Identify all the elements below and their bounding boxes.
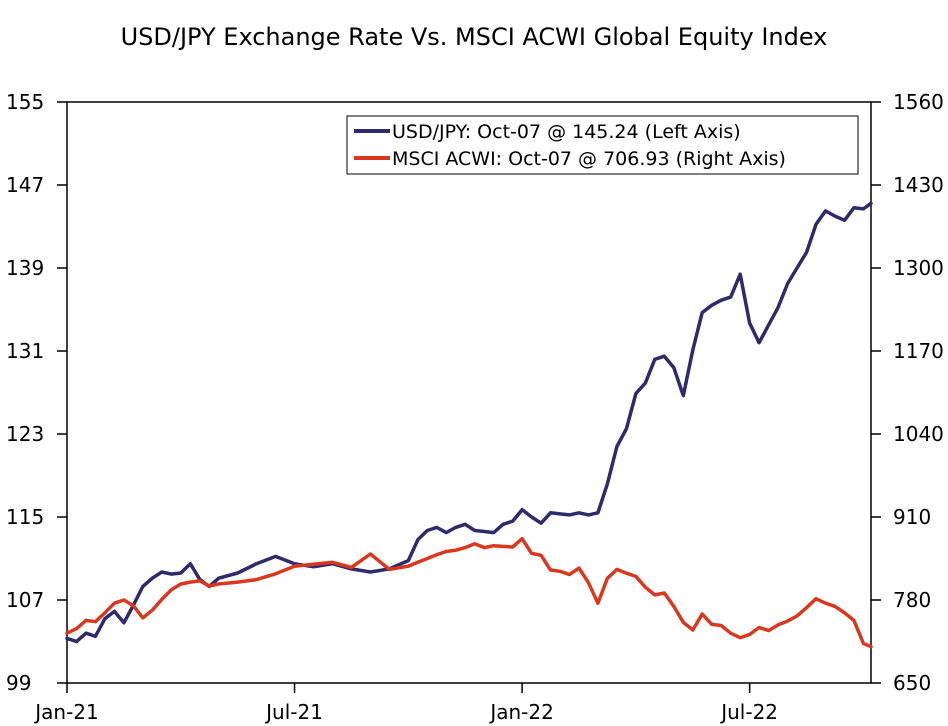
- right-axis-tick-label: 1300: [893, 256, 944, 280]
- right-axis-tick-label: 1170: [893, 339, 944, 363]
- right-axis-tick-label: 1430: [893, 173, 944, 197]
- legend-label-msci-acwi: MSCI ACWI: Oct-07 @ 706.93 (Right Axis): [392, 148, 786, 170]
- legend-label-usdjpy: USD/JPY: Oct-07 @ 145.24 (Left Axis): [392, 121, 741, 143]
- right-axis-tick-label: 1560: [893, 90, 944, 114]
- series-line-usdjpy: [65, 201, 873, 644]
- right-axis-tick-label: 1040: [893, 422, 944, 446]
- legend: USD/JPY: Oct-07 @ 145.24 (Left Axis) MSC…: [346, 115, 859, 175]
- left-axis-tick-label: 123: [6, 422, 44, 446]
- right-axis-tick-label: 650: [893, 671, 931, 695]
- left-axis-tick-label: 147: [6, 173, 44, 197]
- chart-title: USD/JPY Exchange Rate Vs. MSCI ACWI Glob…: [121, 23, 828, 51]
- axes-layer: 99 107 115 123 131 139 147 155 650 780 910 1040 1170…: [6, 90, 944, 724]
- series-layer: [65, 201, 873, 649]
- x-axis-tick-label: Jul-21: [264, 700, 323, 724]
- legend-box: [346, 115, 859, 175]
- right-axis-tick-label: 780: [893, 588, 931, 612]
- x-axis-tick-label: Jan-21: [33, 700, 99, 724]
- left-axis-tick-label: 139: [6, 256, 44, 280]
- x-axis-tick-label: Jan-22: [488, 700, 554, 724]
- x-axis-tick-label: Jul-22: [719, 700, 778, 724]
- series-line-msci-acwi: [65, 536, 873, 649]
- left-axis-tick-label: 107: [6, 588, 44, 612]
- plot-frame: [66, 101, 872, 684]
- left-axis-tick-label: 131: [6, 339, 44, 363]
- left-axis-tick-label: 99: [6, 671, 31, 695]
- left-axis-tick-label: 115: [6, 505, 44, 529]
- left-axis-tick-label: 155: [6, 90, 44, 114]
- right-axis-tick-label: 910: [893, 505, 931, 529]
